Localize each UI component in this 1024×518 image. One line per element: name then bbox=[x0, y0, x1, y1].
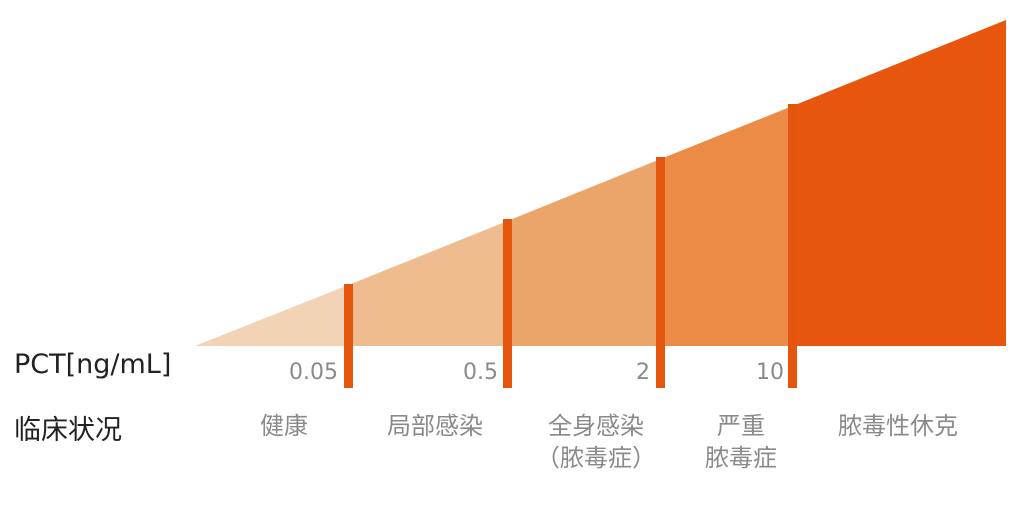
state-healthy: 健康 bbox=[260, 412, 308, 440]
threshold-10: 10 bbox=[756, 360, 784, 385]
divider-2 bbox=[656, 157, 665, 388]
divider-0-05 bbox=[344, 284, 353, 388]
segment-healthy bbox=[195, 286, 346, 346]
segment-severe-sepsis bbox=[658, 107, 790, 346]
state-systemic-infection: 全身感染 （脓毒症） bbox=[536, 412, 656, 473]
state-severe-sepsis: 严重 脓毒症 bbox=[705, 412, 777, 473]
segment-septic-shock bbox=[790, 20, 1006, 346]
pct-row-label: PCT[ng/mL] bbox=[14, 349, 172, 380]
divider-0-5 bbox=[503, 219, 512, 388]
threshold-0-5: 0.5 bbox=[463, 360, 498, 385]
segment-local-infection bbox=[346, 222, 505, 346]
threshold-0-05: 0.05 bbox=[289, 360, 338, 385]
clinical-row-label: 临床状况 bbox=[14, 415, 122, 446]
segment-systemic-infection bbox=[505, 160, 658, 346]
state-septic-shock: 脓毒性休克 bbox=[838, 412, 958, 440]
state-local-infection: 局部感染 bbox=[387, 412, 483, 440]
threshold-2: 2 bbox=[636, 360, 650, 385]
divider-10 bbox=[788, 104, 797, 388]
